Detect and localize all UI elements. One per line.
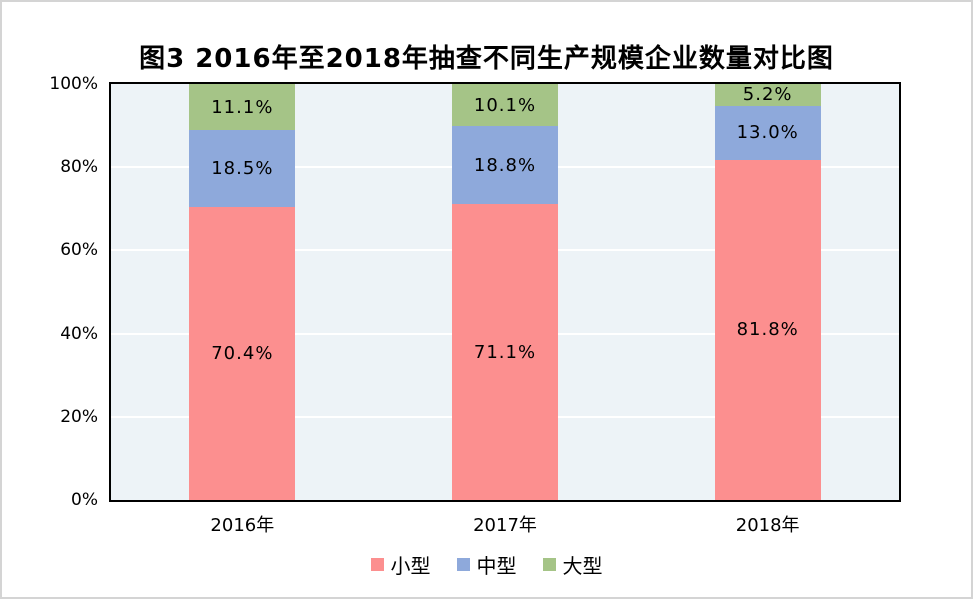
data-label: 11.1% [211, 96, 274, 118]
legend-swatch-icon [456, 558, 470, 571]
bar-2018年: 5.2% 13.0% 81.8% [714, 84, 821, 500]
legend-swatch-icon [370, 558, 384, 571]
plot-area: 11.1% 18.5% 70.4% 10.1% 18.8% 71.1% 5.2% 13.0% 8… [109, 82, 901, 502]
x-tick-label-2016年: 2016年 [210, 515, 275, 536]
data-label: 81.8% [736, 319, 799, 341]
data-label: 18.5% [211, 158, 274, 180]
data-label: 71.1% [473, 341, 537, 363]
y-tick-label-60%: 60% [60, 240, 98, 261]
bar-segment-大型-2018年: 5.2% [714, 84, 821, 106]
y-tick-label-100%: 100% [49, 74, 98, 94]
legend-label: 大型 [562, 554, 603, 578]
legend-item-小型: 小型 [370, 550, 431, 579]
legend: 小型 中型 大型 [2, 550, 971, 579]
legend-swatch-icon [542, 558, 556, 571]
legend-label: 小型 [390, 554, 431, 578]
data-label: 5.2% [742, 84, 793, 106]
legend-label: 中型 [476, 554, 517, 578]
y-tick-label-40%: 40% [60, 323, 98, 344]
chart-title: 图3 2016年至2018年抽查不同生产规模企业数量对比图 [139, 44, 834, 74]
bar-2016年: 11.1% 18.5% 70.4% [189, 84, 296, 500]
data-label: 13.0% [736, 122, 799, 144]
data-label: 70.4% [211, 343, 274, 365]
data-label: 10.1% [473, 94, 537, 116]
bar-segment-小型-2018年: 81.8% [714, 159, 821, 500]
x-tick-label-2018年: 2018年 [735, 515, 800, 536]
legend-item-中型: 中型 [456, 550, 517, 579]
bar-2017年: 10.1% 18.8% 71.1% [452, 84, 558, 500]
y-tick-label-0%: 0% [71, 490, 98, 510]
y-tick-label-80%: 80% [60, 157, 98, 178]
bar-segment-大型-2016年: 11.1% [189, 84, 296, 131]
bar-segment-小型-2017年: 71.1% [452, 204, 558, 500]
bar-segment-小型-2016年: 70.4% [189, 207, 296, 500]
y-tick-label-20%: 20% [60, 406, 98, 427]
bar-segment-中型-2017年: 18.8% [452, 126, 558, 205]
bar-segment-中型-2018年: 13.0% [714, 105, 821, 160]
bar-segment-大型-2017年: 10.1% [452, 84, 558, 127]
legend-item-大型: 大型 [542, 550, 603, 579]
data-label: 18.8% [473, 154, 537, 176]
bar-segment-中型-2016年: 18.5% [189, 130, 296, 208]
x-tick-label-2017年: 2017年 [473, 515, 537, 536]
